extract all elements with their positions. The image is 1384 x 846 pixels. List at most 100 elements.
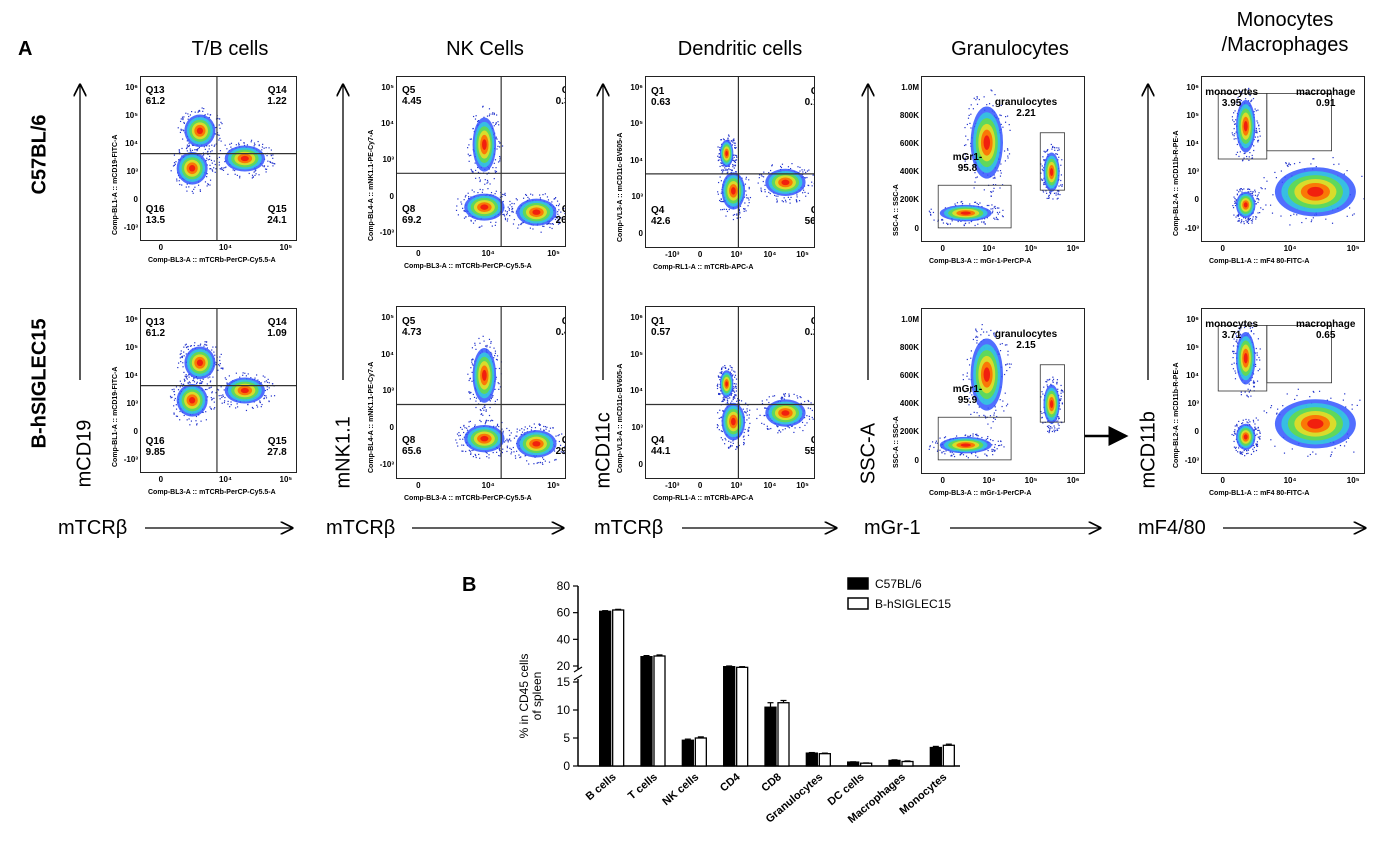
bar-1-5 [818, 753, 831, 767]
gate-name: Q8 [402, 435, 416, 447]
gate-label-q3: Q355.1 [805, 435, 814, 457]
flow-y-tick: 10⁴ [125, 370, 138, 380]
gate-percent: 0.32 [555, 96, 565, 108]
bar-1-4 [777, 702, 790, 767]
flow-y-axis-label: Comp-VL3-A :: mCD11c-BV605-A [617, 132, 624, 242]
flow-plot-0-1: Q13 61.2 Q14 1.09 Q16 9.85 Q15 27.8 [140, 308, 297, 473]
category-label: NK cells [660, 771, 701, 808]
gate-name: Q1 [651, 315, 665, 327]
gate-name: Q3 [805, 205, 814, 216]
flow-y-tick: 0 [638, 459, 643, 469]
gate-percent: 29.2 [555, 446, 566, 458]
gate-percent: 1.09 [267, 328, 287, 340]
gate-percent: 65.6 [402, 446, 422, 458]
col-title-mono: Monocytes /Macrophages [1221, 9, 1349, 56]
flow-y-tick: 0 [133, 426, 138, 436]
gate-percent: 13.5 [145, 215, 166, 227]
flow-plot-3-1: granulocytes 2.15 mGr1- 95.9 [921, 308, 1085, 474]
x-label-mtcrb-1: mTCRβ [58, 517, 128, 539]
gate-name: Q6 [556, 316, 565, 327]
y-label-ssca: SSC-A [857, 422, 880, 485]
gate-percent: 4.73 [402, 326, 422, 338]
gate-label-q5: Q5 4.45 [402, 85, 421, 107]
gate-label-q4: Q4 44.1 [651, 435, 670, 457]
legend-swatch-1 [847, 597, 869, 610]
flow-x-tick: 10⁴ [481, 481, 495, 490]
x-label-mtcrb-3: mTCRβ [594, 517, 664, 539]
gate-label-q6: Q60.41 [556, 316, 565, 338]
flow-density-svg [1217, 323, 1361, 457]
flow-plot-3-0: granulocytes 2.21 mGr1- 95.8 [921, 76, 1085, 242]
bar-0-7 [888, 759, 901, 767]
gate-label-q1: Q1 0.63 [651, 86, 670, 108]
flow-y-tick: 10³ [1187, 167, 1199, 177]
flow-density-svg [928, 89, 1065, 229]
flow-density-svg [141, 309, 296, 472]
gate-label-granulocytes: granulocytes 2.15 [995, 329, 1057, 351]
gate-name: Q15 [267, 436, 287, 448]
gate-percent: 3.95 [1221, 97, 1242, 109]
flow-y-tick: 10⁵ [1186, 110, 1199, 120]
flow-y-tick: 0 [1194, 427, 1199, 437]
col-title-dc: Dendritic cells [677, 38, 803, 60]
flow-y-axis-label: Comp-BL1-A :: mCD19-FITC-A [112, 134, 119, 235]
flow-y-tick: 0 [914, 223, 919, 233]
flow-y-tick: 10³ [126, 398, 138, 408]
flow-x-axis-label: Comp-BL1-A :: mF4 80-FITC-A [1209, 490, 1310, 497]
gate-name: Q7 [556, 204, 565, 215]
gate-name: mGr1- [952, 384, 983, 396]
flow-x-tick: 0 [416, 249, 421, 258]
gate-label-macrophage: macrophage 0.91 [1296, 87, 1355, 109]
flow-x-axis-label: Comp-BL3-A :: mTCRb-PerCP-Cy5.5-A [148, 257, 276, 264]
gate-label-monocytes: monocytes 3.95 [1205, 87, 1258, 109]
gate-percent: 61.2 [145, 328, 166, 340]
gate-percent: 3.71 [1221, 329, 1242, 341]
flow-y-tick: 400K [899, 167, 919, 177]
gate-percent: 56.7 [804, 215, 815, 227]
gate-percent: 61.2 [145, 96, 166, 108]
bar-0-5 [805, 752, 818, 767]
flow-x-tick: 10⁴ [219, 243, 232, 252]
flow-y-tick: -10³ [379, 459, 394, 469]
gate-percent: 0.57 [651, 326, 671, 338]
flow-y-tick: 10⁵ [381, 312, 394, 322]
flow-y-tick: 200K [899, 195, 919, 205]
flow-x-axis-label: Comp-BL3-A :: mGr-1-PerCP-A [929, 490, 1032, 497]
flow-y-tick: 0 [638, 229, 643, 238]
bar-0-1 [640, 656, 653, 767]
flow-y-tick: 10⁴ [630, 386, 643, 396]
gate-name: Q7 [556, 435, 565, 446]
x-label-mgr1: mGr-1 [864, 517, 921, 539]
flow-density-svg [397, 307, 565, 478]
gate-label-q5: Q5 4.73 [402, 316, 421, 338]
gate-name: Q4 [651, 435, 665, 447]
gate-percent: 0.24 [804, 326, 814, 338]
flow-y-tick: 10⁶ [630, 82, 643, 92]
flow-x-tick: -10³ [665, 250, 680, 259]
flow-y-axis-label: Comp-VL3-A :: mCD11c-BV605-A [617, 363, 624, 473]
flow-y-tick: 10³ [631, 192, 643, 202]
bar-1-8 [942, 744, 955, 767]
scatter-dots [455, 105, 565, 233]
flow-x-tick: 10⁴ [763, 481, 777, 490]
bar-1-0 [612, 609, 625, 767]
flow-plot-4-0: monocytes 3.95 macrophage 0.91 [1201, 76, 1365, 242]
gate-label-q2: Q20.12 [805, 86, 814, 108]
flow-y-tick: -10³ [123, 454, 138, 464]
legend-label-1: B-hSIGLEC15 [875, 597, 951, 611]
flow-y-tick: 800K [899, 342, 919, 352]
flow-plot-0-0: Q13 61.2 Q14 1.22 Q16 13.5 Q15 24.1 [140, 76, 297, 241]
flow-x-tick: 10⁵ [279, 243, 293, 252]
flow-y-tick: 10⁵ [630, 349, 643, 359]
y-tick-label: 10 [557, 703, 571, 717]
flow-x-tick: 10⁴ [1283, 244, 1297, 253]
gate-percent: 0.65 [1315, 329, 1336, 341]
gate-label-monocytes: monocytes 3.71 [1205, 319, 1258, 341]
y-tick-label: 80 [557, 579, 571, 593]
gate-name: Q5 [402, 85, 416, 97]
gate-label-mgr1-: mGr1- 95.8 [953, 152, 982, 174]
gate-name: Q4 [651, 204, 665, 216]
